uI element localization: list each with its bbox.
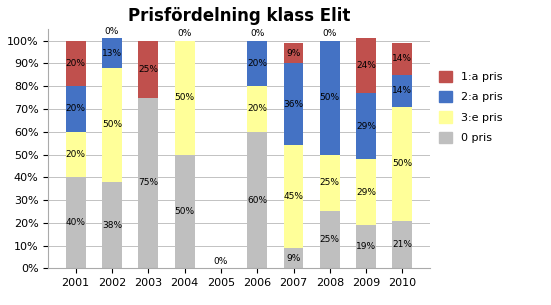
Text: 20%: 20% xyxy=(247,105,267,113)
Text: 0%: 0% xyxy=(323,29,337,38)
Bar xyxy=(102,38,122,68)
Bar xyxy=(66,177,85,268)
Text: 20%: 20% xyxy=(247,59,267,68)
Text: 19%: 19% xyxy=(356,242,376,251)
Bar xyxy=(356,38,376,93)
Text: 14%: 14% xyxy=(392,54,413,63)
Text: 25%: 25% xyxy=(320,235,340,244)
Title: Prisfördelning klass Elit: Prisfördelning klass Elit xyxy=(128,7,350,25)
Text: 25%: 25% xyxy=(320,178,340,188)
Text: 75%: 75% xyxy=(138,178,158,188)
Bar xyxy=(392,221,413,268)
Text: 9%: 9% xyxy=(287,254,301,263)
Text: 25%: 25% xyxy=(138,65,158,74)
Bar xyxy=(247,41,267,86)
Bar xyxy=(284,248,304,268)
Text: 29%: 29% xyxy=(356,122,376,131)
Bar xyxy=(356,159,376,225)
Bar xyxy=(392,75,413,107)
Bar xyxy=(284,63,304,145)
Bar xyxy=(356,93,376,159)
Bar xyxy=(392,107,413,221)
Bar xyxy=(175,155,195,268)
Text: 0%: 0% xyxy=(250,29,264,38)
Text: 50%: 50% xyxy=(392,159,413,168)
Text: 50%: 50% xyxy=(175,207,195,216)
Text: 14%: 14% xyxy=(392,86,413,95)
Bar xyxy=(284,145,304,248)
Text: 9%: 9% xyxy=(287,49,301,58)
Bar xyxy=(66,86,85,132)
Legend: 1:a pris, 2:a pris, 3:e pris, 0 pris: 1:a pris, 2:a pris, 3:e pris, 0 pris xyxy=(439,71,503,143)
Bar xyxy=(66,132,85,177)
Text: 20%: 20% xyxy=(66,150,85,159)
Text: 50%: 50% xyxy=(175,93,195,102)
Bar xyxy=(102,182,122,268)
Bar xyxy=(356,225,376,268)
Bar xyxy=(138,98,158,268)
Bar xyxy=(66,41,85,86)
Bar xyxy=(320,155,340,211)
Text: 21%: 21% xyxy=(392,240,413,249)
Text: 29%: 29% xyxy=(356,188,376,197)
Text: 0%: 0% xyxy=(177,29,192,38)
Text: 36%: 36% xyxy=(283,100,304,109)
Bar xyxy=(247,86,267,132)
Text: 20%: 20% xyxy=(66,105,85,113)
Text: 50%: 50% xyxy=(102,120,122,129)
Bar xyxy=(247,132,267,268)
Text: 38%: 38% xyxy=(102,221,122,230)
Bar xyxy=(320,41,340,155)
Text: 0%: 0% xyxy=(105,27,119,36)
Text: 45%: 45% xyxy=(284,192,304,201)
Text: 60%: 60% xyxy=(247,196,267,205)
Bar xyxy=(320,211,340,268)
Bar xyxy=(284,43,304,63)
Text: 50%: 50% xyxy=(320,93,340,102)
Bar xyxy=(392,43,413,75)
Text: 40%: 40% xyxy=(66,218,85,227)
Text: 13%: 13% xyxy=(102,49,122,58)
Bar xyxy=(138,41,158,98)
Text: 20%: 20% xyxy=(66,59,85,68)
Text: 24%: 24% xyxy=(356,61,376,70)
Bar xyxy=(102,68,122,182)
Bar xyxy=(175,41,195,155)
Text: 0%: 0% xyxy=(214,257,228,266)
